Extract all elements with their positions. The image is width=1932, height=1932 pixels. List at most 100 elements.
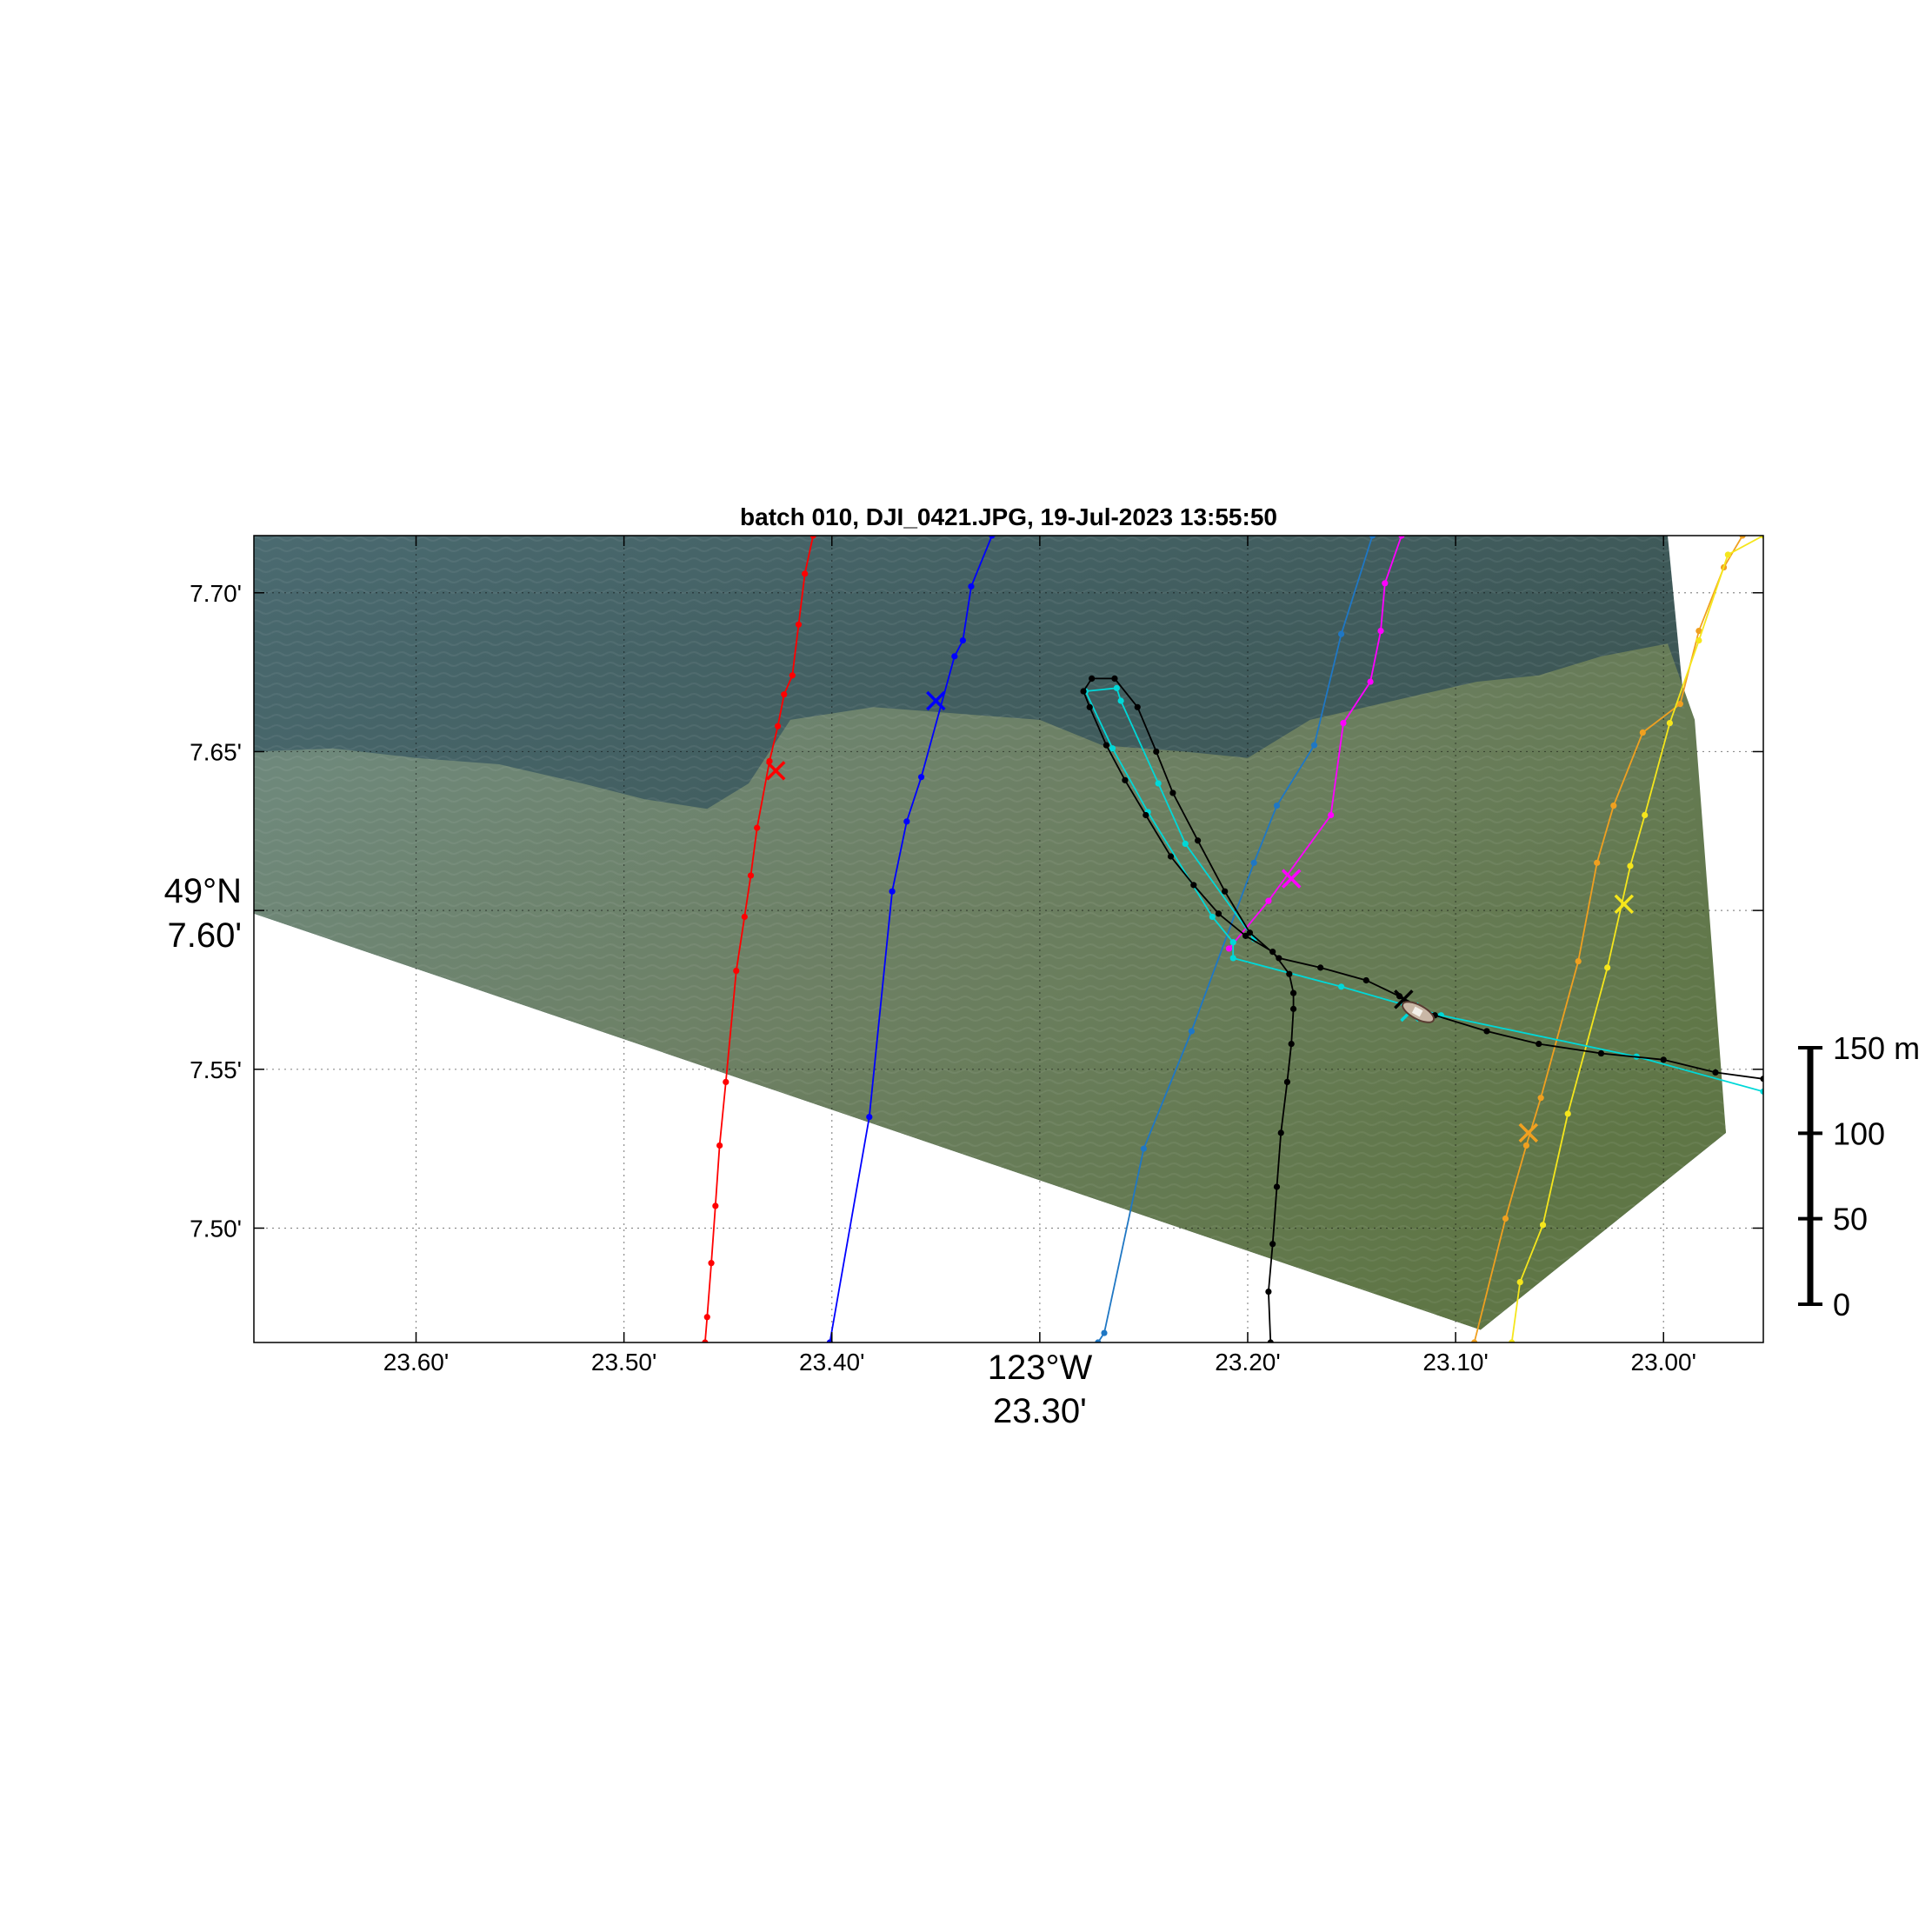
track-point-magenta [1398, 536, 1405, 539]
track-yellow [1509, 536, 1763, 1342]
track-point-orange [1594, 859, 1601, 866]
track-magenta [1225, 536, 1405, 952]
y-tick-label: 7.50' [190, 1215, 242, 1242]
axes-frame [253, 535, 1764, 1343]
track-point-red [716, 1142, 723, 1149]
track-point-blue [968, 583, 975, 590]
track-point-magenta [1265, 897, 1272, 904]
track-point-red [795, 621, 803, 628]
track-point-black [1169, 789, 1176, 796]
track-point-cyan [1337, 983, 1345, 990]
track-point-black [1276, 955, 1282, 962]
track-point-magenta [1328, 811, 1335, 819]
track-point-orange [1537, 1095, 1544, 1102]
scale-bar-label: 0 [1833, 1287, 1850, 1322]
track-point-black [1103, 742, 1109, 749]
track-point-black [1143, 811, 1149, 819]
track-point-orange [1502, 1215, 1509, 1222]
track-point-yellow [1627, 863, 1634, 869]
track-point-black [1286, 970, 1293, 977]
scale-bar: 0 50 100 150 m [1798, 1030, 1920, 1322]
track-steelblue [1095, 536, 1376, 1342]
track-point-yellow [1539, 1222, 1547, 1229]
track-point-red [741, 913, 748, 921]
track-point-cyan [1109, 745, 1116, 752]
track-point-cyan [1229, 955, 1236, 962]
track-point-blue [889, 888, 896, 895]
track-point-black [1089, 675, 1096, 683]
track-point-black [1086, 703, 1093, 710]
scale-bar-label: 150 m [1833, 1030, 1920, 1066]
track-line-magenta [1228, 536, 1402, 949]
scale-bar-label: 100 [1833, 1116, 1885, 1151]
latitude-degree-label: 49°N [164, 872, 242, 910]
track-point-black [1712, 1069, 1719, 1076]
track-point-black [1597, 1049, 1605, 1057]
track-point-black [1289, 989, 1297, 996]
track-point-orange [1610, 802, 1617, 809]
track-point-blue [959, 636, 966, 644]
y-tick-label: 7.65' [190, 738, 242, 765]
track-point-black [1111, 675, 1118, 683]
track-point-magenta [1340, 719, 1347, 727]
track-point-black [1153, 748, 1160, 756]
x-tick-label: 23.50' [591, 1349, 656, 1376]
track-point-black [1536, 1040, 1542, 1048]
map-title: batch 010, DJI_0421.JPG, 19-Jul-2023 13:… [740, 503, 1277, 530]
track-point-orange [1575, 957, 1582, 965]
track-point-black [1246, 929, 1253, 936]
track-point-red [733, 967, 740, 975]
track-line-orange [1473, 536, 1743, 1342]
x-tick-label: 23.20' [1215, 1349, 1280, 1376]
track-point-black [1283, 1078, 1291, 1086]
track-point-cyan [1155, 780, 1162, 787]
track-point-steelblue [1250, 859, 1257, 866]
track-point-red [703, 1314, 710, 1321]
track-point-black [1288, 1040, 1295, 1048]
position-marker-yellow [1614, 894, 1635, 915]
track-point-magenta [1382, 580, 1389, 587]
track-point-black [1122, 776, 1129, 783]
track-point-steelblue [1140, 1145, 1148, 1152]
track-point-yellow [1642, 811, 1649, 819]
track-point-yellow [1604, 964, 1611, 971]
track-point-red [754, 824, 761, 831]
track-point-black [1215, 910, 1222, 917]
track-point-black [1760, 1076, 1763, 1083]
track-point-red [747, 872, 755, 879]
position-marker-red [765, 761, 786, 781]
track-point-blue [866, 1113, 873, 1121]
track-point-cyan [1113, 684, 1120, 691]
track-point-black [1289, 1005, 1297, 1012]
water-texture [254, 536, 1726, 1330]
track-point-black [1483, 1028, 1490, 1035]
track-point-red [723, 1078, 729, 1086]
track-point-blue [903, 818, 910, 825]
track-point-orange [1739, 536, 1746, 539]
track-point-red [789, 672, 796, 679]
track-point-orange [1522, 1142, 1530, 1149]
position-marker-orange [1518, 1123, 1539, 1143]
coordinate-grid [254, 536, 1763, 1342]
position-marker-blue [926, 690, 946, 711]
longitude-degree-label: 123°W [988, 1349, 1093, 1387]
track-point-magenta [1225, 945, 1233, 952]
track-point-black [1134, 703, 1141, 710]
track-point-red [712, 1203, 719, 1209]
y-tick-label: 7.70' [190, 580, 242, 607]
track-point-steelblue [1337, 630, 1345, 637]
track-point-yellow [1760, 536, 1763, 539]
axis-ticks: 23.60' 23.50' 23.40' 23.30' 23.20' 23.10' 23.0… [168, 536, 1763, 1430]
track-point-cyan [1209, 913, 1216, 921]
track-point-orange [1471, 1339, 1478, 1342]
x-tick-label: 23.60' [383, 1349, 449, 1376]
track-point-steelblue [1273, 802, 1281, 809]
track-point-yellow [1564, 1110, 1571, 1117]
track-point-black [1269, 949, 1276, 956]
x-tick-label: 23.30' [993, 1392, 1087, 1430]
x-tick-label: 23.40' [799, 1349, 864, 1376]
track-point-red [809, 536, 816, 539]
boat-cabin [1411, 1006, 1423, 1017]
track-point-steelblue [1188, 1028, 1196, 1035]
